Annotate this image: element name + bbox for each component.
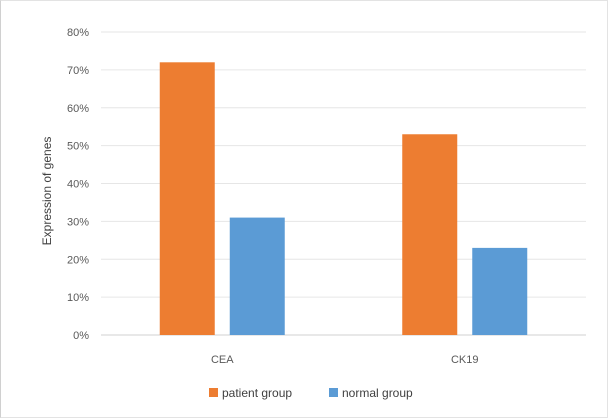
- bar-patient-group-ck19: [402, 134, 458, 335]
- bar-patient-group-cea: [159, 62, 215, 336]
- y-axis-ticks: 0% 10% 20% 30% 40% 50% 60% 70% 80%: [67, 27, 89, 342]
- y-tick-label: 20%: [67, 254, 89, 266]
- y-tick-label: 60%: [67, 103, 89, 115]
- bar-normal-group-ck19: [472, 247, 528, 335]
- y-tick-label: 50%: [67, 141, 89, 153]
- y-tick-label: 80%: [67, 27, 89, 39]
- y-tick-label: 70%: [67, 65, 89, 77]
- y-tick-label: 40%: [67, 179, 89, 191]
- legend-swatch: [209, 388, 218, 397]
- y-tick-label: 30%: [67, 216, 89, 228]
- x-axis-ticks: CEA CK19: [211, 354, 479, 366]
- bar-normal-group-cea: [229, 217, 285, 335]
- y-tick-label: 0%: [73, 330, 89, 342]
- bars: [159, 62, 528, 336]
- legend: patient group normal group: [209, 386, 413, 400]
- legend-label: patient group: [222, 386, 292, 400]
- y-tick-label: 10%: [67, 292, 89, 304]
- y-axis-label: Expression of genes: [40, 137, 54, 246]
- x-tick-label: CEA: [211, 354, 234, 366]
- legend-label: normal group: [342, 386, 413, 400]
- x-tick-label: CK19: [451, 354, 479, 366]
- legend-swatch: [329, 388, 338, 397]
